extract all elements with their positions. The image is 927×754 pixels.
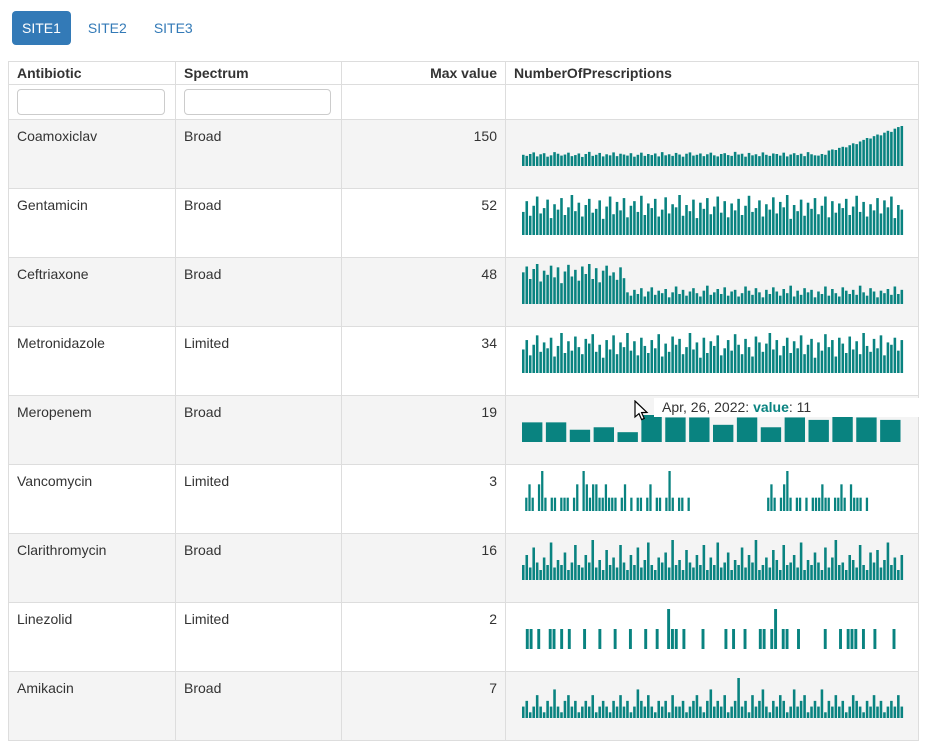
max-value-cell: 3	[341, 464, 506, 534]
column-header-prescriptions: NumberOfPrescriptions	[505, 61, 919, 85]
max-value-cell: 16	[341, 533, 506, 603]
prescriptions-sparkline[interactable]	[522, 195, 904, 235]
tooltip-series-label: value	[753, 399, 789, 415]
spectrum-cell: Limited	[175, 602, 342, 672]
sparkline-wrap	[522, 258, 904, 325]
site-tabs: SITE1 SITE2 SITE3	[12, 11, 919, 45]
prescriptions-sparkline[interactable]	[522, 540, 904, 580]
sparkline-cell	[505, 464, 919, 534]
table-row: Coamoxiclav Broad 150	[8, 119, 919, 189]
antibiotic-cell: Clarithromycin	[8, 533, 176, 603]
sparkline-cell	[505, 188, 919, 258]
spectrum-cell: Broad	[175, 533, 342, 603]
chart-tooltip: Apr, 26, 2022: value: 11	[654, 398, 919, 417]
sparkline-cell	[505, 533, 919, 603]
antibiotic-cell: Metronidazole	[8, 326, 176, 396]
antibiotic-cell: Ceftriaxone	[8, 257, 176, 327]
prescriptions-sparkline[interactable]	[522, 609, 904, 649]
tooltip-value: : 11	[788, 399, 812, 415]
mouse-cursor-icon	[634, 400, 649, 421]
max-value-cell: 7	[341, 671, 506, 741]
table-row: Metronidazole Limited 34	[8, 326, 919, 396]
spectrum-cell: Broad	[175, 395, 342, 465]
antibiotic-cell: Coamoxiclav	[8, 119, 176, 189]
sparkline-cell: Apr, 26, 2022: value: 11	[505, 395, 919, 465]
filter-row	[8, 84, 919, 120]
tab-site1[interactable]: SITE1	[12, 11, 71, 45]
table-row: Clarithromycin Broad 16	[8, 533, 919, 603]
spectrum-cell: Broad	[175, 257, 342, 327]
table-row: Amikacin Broad 7	[8, 671, 919, 741]
prescriptions-sparkline[interactable]	[522, 264, 904, 304]
sparkline-wrap	[522, 120, 904, 187]
antibiotics-table: Antibiotic Spectrum Max value NumberOfPr…	[8, 61, 919, 741]
tab-site3[interactable]: SITE3	[153, 20, 193, 36]
spectrum-cell: Broad	[175, 188, 342, 258]
max-value-cell: 19	[341, 395, 506, 465]
prescriptions-sparkline[interactable]	[522, 126, 904, 166]
filter-spacer-cell	[505, 84, 919, 120]
sparkline-cell	[505, 119, 919, 189]
antibiotic-cell: Meropenem	[8, 395, 176, 465]
spectrum-cell: Broad	[175, 119, 342, 189]
antibiotic-cell: Gentamicin	[8, 188, 176, 258]
sparkline-wrap	[522, 603, 904, 670]
column-header-spectrum: Spectrum	[175, 61, 342, 85]
spectrum-cell: Limited	[175, 464, 342, 534]
max-value-cell: 48	[341, 257, 506, 327]
sparkline-cell	[505, 257, 919, 327]
max-value-cell: 52	[341, 188, 506, 258]
tab-site2[interactable]: SITE2	[87, 20, 127, 36]
sparkline-wrap	[522, 534, 904, 601]
antibiotic-cell: Linezolid	[8, 602, 176, 672]
table-row: Vancomycin Limited 3	[8, 464, 919, 534]
sparkline-wrap	[522, 189, 904, 256]
sparkline-wrap	[522, 327, 904, 394]
spectrum-cell: Broad	[175, 671, 342, 741]
tooltip-date: Apr, 26, 2022:	[662, 399, 754, 415]
prescriptions-sparkline[interactable]	[522, 415, 904, 442]
header-row: Antibiotic Spectrum Max value NumberOfPr…	[8, 61, 919, 85]
sparkline-wrap	[522, 465, 904, 532]
sparkline-cell	[505, 671, 919, 741]
sparkline-wrap	[522, 672, 904, 739]
prescriptions-sparkline[interactable]	[522, 678, 904, 718]
table-row: Gentamicin Broad 52	[8, 188, 919, 258]
table-row: Meropenem Broad 19 Apr, 26, 2022: value:…	[8, 395, 919, 465]
max-value-cell: 34	[341, 326, 506, 396]
sparkline-cell	[505, 602, 919, 672]
antibiotic-cell: Amikacin	[8, 671, 176, 741]
sparkline-cell	[505, 326, 919, 396]
table-row: Ceftriaxone Broad 48	[8, 257, 919, 327]
spectrum-cell: Limited	[175, 326, 342, 396]
column-header-antibiotic: Antibiotic	[8, 61, 176, 85]
column-header-max-value: Max value	[341, 61, 506, 85]
max-value-cell: 150	[341, 119, 506, 189]
antibiotic-cell: Vancomycin	[8, 464, 176, 534]
sparkline-wrap	[522, 396, 904, 463]
table-row: Linezolid Limited 2	[8, 602, 919, 672]
prescriptions-sparkline[interactable]	[522, 333, 904, 373]
spectrum-filter-input[interactable]	[184, 89, 331, 115]
filter-spacer-cell	[341, 84, 506, 120]
prescriptions-sparkline[interactable]	[522, 471, 904, 511]
max-value-cell: 2	[341, 602, 506, 672]
antibiotic-filter-input[interactable]	[17, 89, 165, 115]
table-body: Coamoxiclav Broad 150 Gentamicin Broad 5…	[8, 119, 919, 741]
